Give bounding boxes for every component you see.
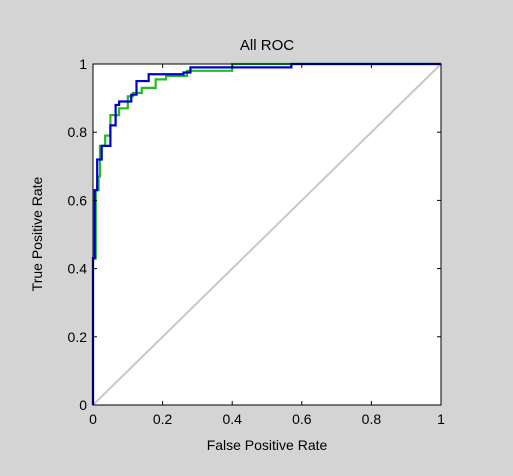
roc-curve-1 bbox=[91, 62, 441, 405]
x-axis-label: False Positive Rate bbox=[207, 437, 328, 453]
y-axis-label: True Positive Rate bbox=[29, 176, 45, 291]
x-tick-label: 1 bbox=[437, 411, 445, 427]
x-tick-label: 0.2 bbox=[153, 411, 173, 427]
y-tick-label: 0.8 bbox=[68, 124, 88, 140]
x-tick-label: 0.4 bbox=[222, 411, 242, 427]
x-tick-label: 0.6 bbox=[292, 411, 312, 427]
reference-diagonal bbox=[92, 63, 442, 406]
y-tick-label: 0.4 bbox=[68, 261, 88, 277]
axes-box bbox=[92, 63, 442, 406]
chart-title: All ROC bbox=[240, 37, 294, 54]
y-tick-label: 0.6 bbox=[68, 192, 88, 208]
y-tick-label: 1 bbox=[79, 56, 87, 72]
y-tick-label: 0 bbox=[79, 397, 87, 413]
roc-curve-2 bbox=[91, 62, 441, 405]
x-tick-label: 0.8 bbox=[362, 411, 382, 427]
y-tick-label: 0.2 bbox=[68, 329, 88, 345]
x-tick-label: 0 bbox=[89, 411, 97, 427]
